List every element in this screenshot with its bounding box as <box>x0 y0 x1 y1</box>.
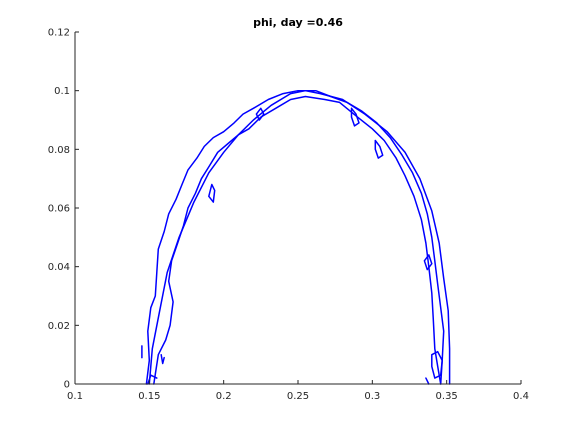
contour-line-1 <box>145 89 445 385</box>
contour-line-0 <box>148 89 451 385</box>
y-tick-label: 0.1 <box>54 86 70 97</box>
x-tick-label: 0.35 <box>436 391 458 402</box>
contour-line-4 <box>160 353 165 365</box>
contour-line-6 <box>255 107 265 121</box>
contour-line-11 <box>425 377 430 385</box>
x-tick-label: 0.3 <box>364 391 380 402</box>
contour-line-10 <box>431 350 443 379</box>
y-tick-label: 0.12 <box>48 28 70 39</box>
y-tick-label: 0 <box>64 380 70 391</box>
y-tick-label: 0.06 <box>48 204 70 215</box>
x-tick-label: 0.2 <box>216 391 232 402</box>
chart-title: phi, day =0.46 <box>253 16 343 29</box>
plot-lines <box>141 89 451 385</box>
x-tick-label: 0.15 <box>138 391 160 402</box>
contour-line-5 <box>208 183 216 203</box>
contour-line-8 <box>374 139 384 159</box>
contour-line-9 <box>423 254 433 271</box>
x-tick-label: 0.1 <box>67 391 83 402</box>
contour-line-12 <box>147 374 158 385</box>
axes: 0.1 0.15 0.2 0.25 0.3 0.35 0.4 0 0.02 0.04 0.06 0.0… <box>48 28 529 403</box>
contour-line-2 <box>153 95 442 385</box>
y-tick-label: 0.08 <box>48 145 70 156</box>
x-tick-label: 0.25 <box>287 391 309 402</box>
contour-line-7 <box>350 107 360 127</box>
y-tick-label: 0.04 <box>48 262 70 273</box>
x-tick-label: 0.4 <box>513 391 529 402</box>
y-tick-label: 0.02 <box>48 321 70 332</box>
